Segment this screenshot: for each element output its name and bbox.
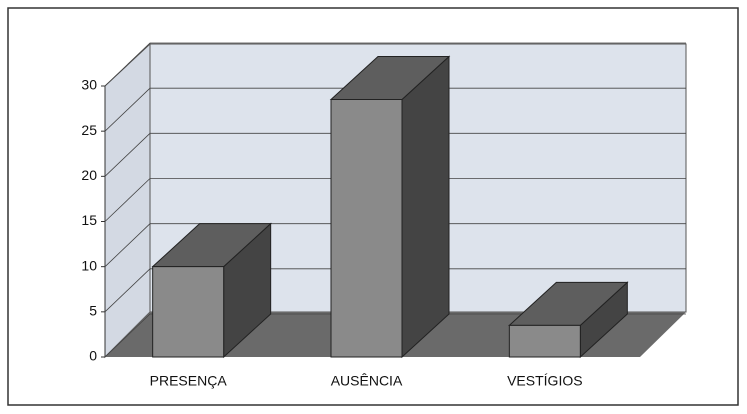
grid-line — [104, 268, 686, 313]
bar — [151, 222, 272, 359]
y-tick-label: 0 — [89, 348, 97, 364]
y-tick-label: 10 — [81, 257, 97, 273]
grid-line — [104, 223, 686, 267]
x-tick-label: AUSÊNCIA — [331, 373, 403, 389]
y-tick-label: 30 — [81, 77, 97, 93]
bar-front — [508, 324, 581, 358]
bar-side — [401, 55, 450, 359]
y-tick-label: 25 — [81, 122, 97, 138]
bar — [329, 55, 451, 359]
bar-front — [152, 266, 225, 358]
x-tick-label: VESTÍGIOS — [507, 373, 582, 389]
bar-front — [330, 99, 403, 358]
grid-line — [104, 132, 686, 177]
x-tick-label: PRESENÇA — [150, 373, 228, 389]
bar — [508, 281, 629, 359]
grid-line — [104, 42, 686, 87]
y-tick-label: 5 — [89, 303, 97, 319]
grid-line — [104, 178, 686, 222]
y-tick-label: 20 — [81, 167, 97, 183]
grid-line — [104, 313, 686, 358]
grid-line — [104, 87, 686, 132]
y-tick-label: 15 — [81, 212, 97, 228]
